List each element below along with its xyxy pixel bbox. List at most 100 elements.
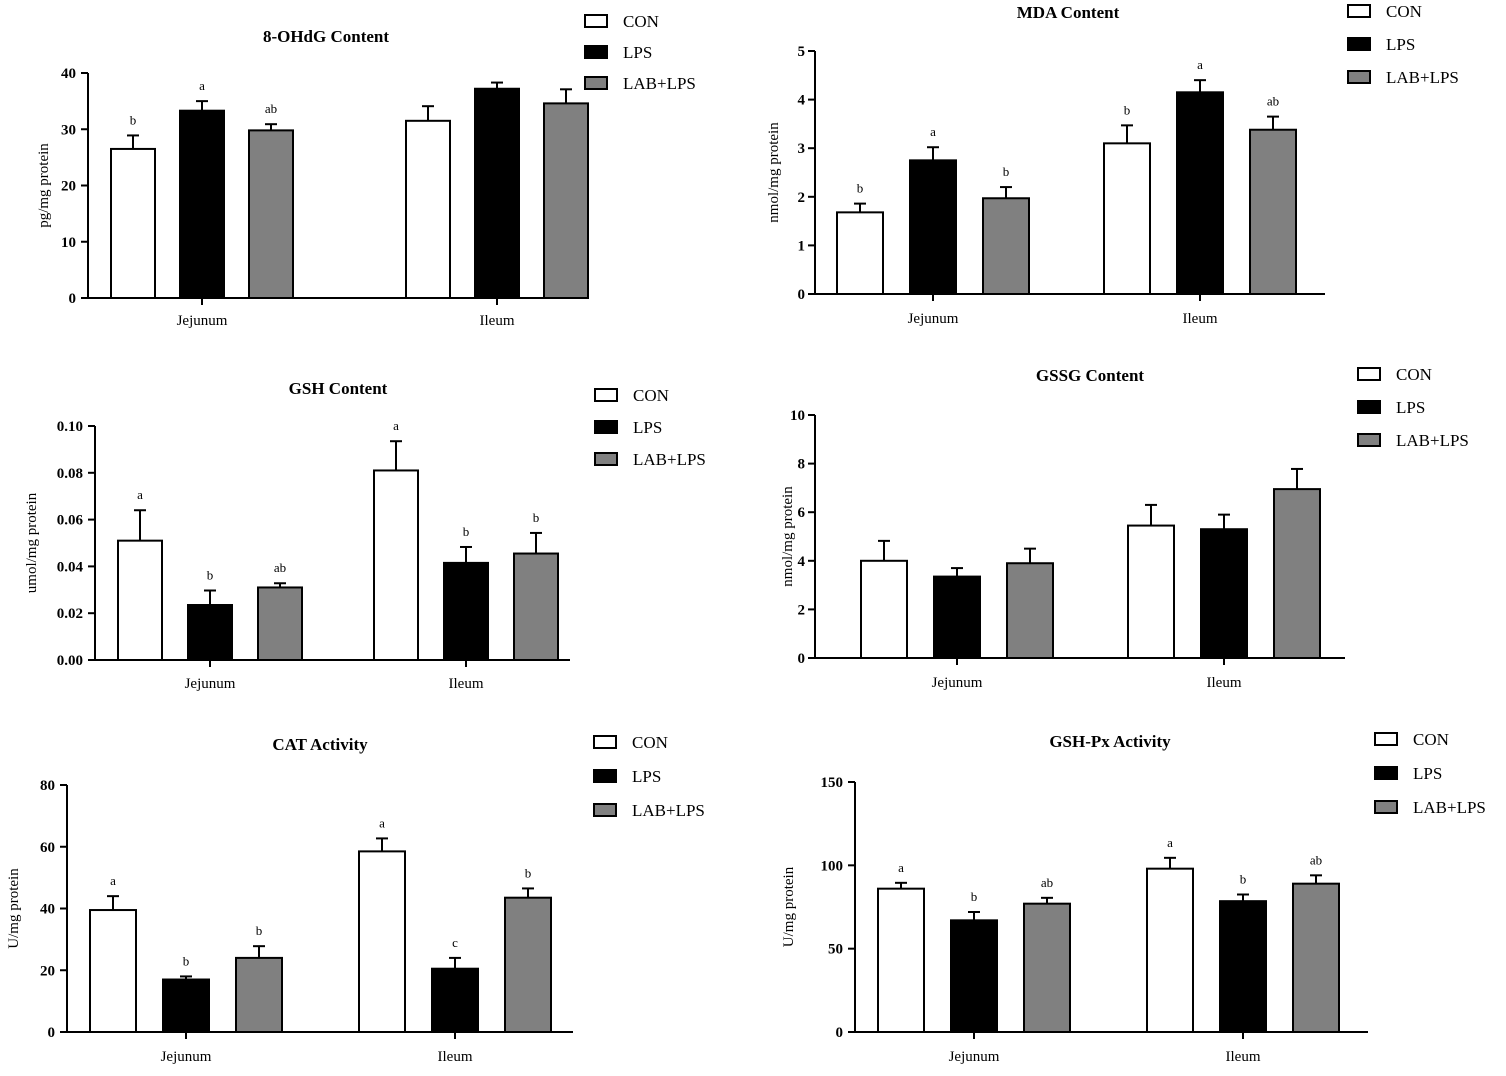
legend-swatch bbox=[594, 388, 618, 402]
y-tick-label: 0.08 bbox=[57, 466, 83, 482]
legend-label: LAB+LPS bbox=[1396, 431, 1469, 450]
bar bbox=[474, 87, 520, 299]
legend-swatch bbox=[1347, 70, 1371, 84]
bar bbox=[1023, 902, 1071, 1034]
chart-panel-1: 8-OHdG Content pg/mg protein 0 10 20 30 40 Jeju… bbox=[36, 12, 696, 329]
significance-label: a bbox=[930, 124, 936, 139]
significance-label: b bbox=[971, 889, 978, 904]
y-tick-label: 2 bbox=[798, 602, 806, 618]
bar bbox=[1006, 562, 1054, 659]
y-tick-label: 10 bbox=[790, 408, 805, 424]
y-tick-label: 20 bbox=[61, 179, 76, 195]
chart-panel-3: GSH Content umol/mg protein 0.00 0.02 0.04 0.… bbox=[24, 379, 706, 692]
legend-swatch bbox=[584, 14, 608, 28]
chart-panel-5: CAT Activity U/mg protein 0 20 40 60 80 Jejunum… bbox=[6, 733, 705, 1065]
legend-swatch bbox=[584, 45, 608, 59]
bar bbox=[543, 102, 589, 299]
y-tick-label: 0 bbox=[798, 651, 806, 667]
chart-title: GSH Content bbox=[289, 379, 388, 398]
significance-label: b bbox=[1124, 102, 1131, 117]
bar bbox=[162, 978, 210, 1034]
bar bbox=[248, 129, 294, 299]
bar bbox=[1273, 488, 1321, 659]
x-tick-label: Jejunum bbox=[185, 676, 236, 692]
legend-label: LAB+LPS bbox=[623, 74, 696, 93]
legend-swatch bbox=[1374, 732, 1398, 746]
legend-swatch bbox=[593, 803, 617, 817]
y-tick-label: 4 bbox=[798, 93, 806, 109]
significance-label: ab bbox=[1041, 875, 1053, 890]
x-tick-label: Jejunum bbox=[177, 313, 228, 329]
y-tick-label: 0.02 bbox=[57, 606, 83, 622]
bar bbox=[1127, 524, 1175, 659]
y-tick-label: 6 bbox=[798, 505, 806, 521]
significance-label: a bbox=[898, 860, 904, 875]
significance-label: a bbox=[137, 487, 143, 502]
legend-label: CON bbox=[1413, 730, 1449, 749]
bar bbox=[110, 147, 156, 299]
y-tick-label: 2 bbox=[798, 190, 806, 206]
bar bbox=[405, 119, 451, 299]
legend-label: LAB+LPS bbox=[632, 801, 705, 820]
bar bbox=[504, 896, 552, 1033]
bar bbox=[1219, 900, 1267, 1034]
x-tick-label: Jejunum bbox=[908, 311, 959, 327]
significance-label: ab bbox=[1267, 94, 1279, 109]
y-tick-label: 80 bbox=[40, 778, 55, 794]
y-axis-label: umol/mg protein bbox=[24, 492, 40, 593]
legend-label: CON bbox=[1386, 2, 1422, 21]
bar bbox=[1249, 128, 1297, 295]
significance-label: a bbox=[1197, 57, 1203, 72]
legend-label: LPS bbox=[1386, 35, 1415, 54]
legend-label: LAB+LPS bbox=[1386, 68, 1459, 87]
significance-label: b bbox=[256, 923, 263, 938]
significance-label: a bbox=[199, 78, 205, 93]
bar bbox=[1103, 142, 1151, 295]
chart-title: 8-OHdG Content bbox=[263, 27, 389, 46]
y-axis-label: U/mg protein bbox=[781, 866, 797, 947]
legend-swatch bbox=[593, 735, 617, 749]
y-tick-label: 1 bbox=[798, 238, 806, 254]
y-tick-label: 0.00 bbox=[57, 653, 83, 669]
bar bbox=[187, 604, 233, 662]
x-tick-label: Ileum bbox=[1183, 311, 1218, 327]
legend-label: LPS bbox=[633, 418, 662, 437]
legend-swatch bbox=[1374, 766, 1398, 780]
significance-label: b bbox=[1003, 164, 1010, 179]
bar bbox=[1146, 867, 1194, 1034]
y-tick-label: 20 bbox=[40, 963, 55, 979]
significance-label: c bbox=[452, 935, 458, 950]
legend-label: LAB+LPS bbox=[1413, 798, 1486, 817]
legend-label: CON bbox=[633, 386, 669, 405]
legend-label: CON bbox=[1396, 365, 1432, 384]
significance-label: b bbox=[533, 510, 540, 525]
y-tick-label: 30 bbox=[61, 122, 76, 138]
significance-label: a bbox=[110, 873, 116, 888]
legend-label: CON bbox=[632, 733, 668, 752]
x-tick-label: Ileum bbox=[480, 313, 515, 329]
significance-label: ab bbox=[265, 101, 277, 116]
bar bbox=[179, 109, 225, 299]
chart-title: CAT Activity bbox=[272, 735, 368, 754]
legend-swatch bbox=[1374, 800, 1398, 814]
y-tick-label: 3 bbox=[798, 141, 806, 157]
bar bbox=[89, 909, 137, 1034]
legend-swatch bbox=[1347, 37, 1371, 51]
bar bbox=[513, 552, 559, 662]
y-tick-label: 0 bbox=[798, 287, 806, 303]
x-tick-label: Ileum bbox=[438, 1049, 473, 1065]
y-axis-label: U/mg protein bbox=[6, 868, 22, 949]
y-tick-label: 0 bbox=[48, 1025, 56, 1041]
significance-label: ab bbox=[274, 560, 286, 575]
bar bbox=[836, 211, 884, 296]
bar bbox=[443, 561, 489, 662]
y-tick-label: 0 bbox=[69, 291, 77, 307]
legend-label: LPS bbox=[632, 767, 661, 786]
legend-swatch bbox=[1347, 4, 1371, 18]
bar bbox=[1200, 528, 1248, 660]
legend-swatch bbox=[1357, 367, 1381, 381]
bar bbox=[235, 956, 283, 1034]
legend-label: LPS bbox=[1413, 764, 1442, 783]
legend-label: LPS bbox=[623, 43, 652, 62]
chart-panel-4: GSSG Content nmol/mg protein 0 2 4 6 8 10 Jejunu… bbox=[780, 365, 1469, 691]
